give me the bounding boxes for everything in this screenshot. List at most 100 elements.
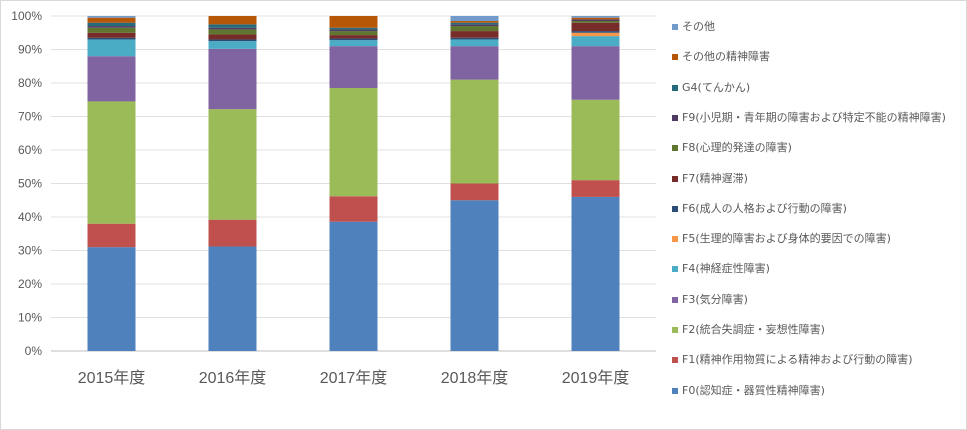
y-tick-label: 30% <box>18 244 42 258</box>
x-tick-label: 2017年度 <box>320 369 388 387</box>
bar-segment <box>87 26 136 28</box>
y-tick-label: 60% <box>18 143 42 157</box>
bar-segment <box>450 200 499 351</box>
bar-segment <box>208 41 257 49</box>
legend-label: F1(精神作用物質による精神および行動の障害) <box>682 353 913 367</box>
bar-segment <box>87 39 136 57</box>
bar-segment <box>450 39 499 47</box>
bar-segment <box>571 32 620 37</box>
y-tick-label: 80% <box>18 76 42 90</box>
bar-segment <box>571 99 620 181</box>
bar-segment <box>208 29 257 35</box>
legend-swatch <box>672 114 678 121</box>
legend-label: F0(認知症・器質性精神障害) <box>682 383 825 397</box>
bar-segment <box>208 27 257 30</box>
legend-swatch <box>672 84 678 91</box>
legend-label: その他の精神障害 <box>682 50 770 64</box>
bar-segment <box>571 17 620 20</box>
bar-segment <box>571 19 620 22</box>
bar-segment <box>329 29 378 32</box>
bar-segment <box>450 37 499 40</box>
bar-segment <box>571 196 620 351</box>
bar-segment <box>450 46 499 80</box>
y-tick-label: 40% <box>18 210 42 224</box>
bar-segment <box>87 247 136 351</box>
bar-segment <box>208 24 257 28</box>
legend-swatch <box>672 145 678 152</box>
bar-segment <box>329 31 378 36</box>
legend-swatch <box>672 266 678 273</box>
bar-segment <box>571 36 620 47</box>
y-tick-label: 70% <box>18 110 42 124</box>
y-tick-label: 10% <box>18 311 42 325</box>
y-tick-label: 100% <box>11 9 42 23</box>
x-tick-label: 2018年度 <box>441 369 509 387</box>
legend-swatch <box>672 327 678 333</box>
legend-label: F3(気分障害) <box>682 292 748 306</box>
bar-segment <box>329 16 378 28</box>
stacked-bar-chart: 0% 10% 20% 30% 40% 50% 60% 70% 80% 90% 100% 2015年度… <box>11 9 656 387</box>
y-tick-label: 20% <box>18 277 42 291</box>
legend-swatch <box>672 387 678 394</box>
legend-swatch <box>672 236 678 243</box>
bar-segment <box>450 183 499 201</box>
bar-segment <box>571 22 620 32</box>
bar-segment <box>571 46 620 100</box>
bar-segment <box>87 17 136 23</box>
legend-swatch <box>672 24 678 30</box>
bar-segment <box>208 246 257 351</box>
bar-segment <box>571 31 620 33</box>
legend-swatch <box>672 357 678 364</box>
bar-segment <box>329 27 378 30</box>
bar-segment <box>208 109 257 220</box>
bar-segment <box>450 21 499 23</box>
legend-label: F9(小児期・青年期の障害および特定不能の精神障害) <box>682 110 946 124</box>
bar-segment <box>329 35 378 39</box>
x-axis: 2015年度 2016年度 2017年度 2018年度 2019年度 <box>78 369 630 387</box>
bar-segment <box>208 34 257 40</box>
bar-segment <box>208 48 257 110</box>
bar-segment <box>87 56 136 102</box>
bar-segment <box>450 26 499 32</box>
bar-segment <box>571 21 620 23</box>
legend-swatch <box>672 296 678 303</box>
bar-segment <box>87 223 136 248</box>
bar-segment <box>87 32 136 38</box>
bar-segment <box>450 31 499 38</box>
bar-segment <box>87 37 136 40</box>
bar-segment <box>450 22 499 25</box>
legend-label: F8(心理的発達の障害) <box>682 141 792 155</box>
bars <box>87 16 620 351</box>
legend-label: F5(生理的障害および身体的要因での障害) <box>682 232 891 246</box>
legend-label: その他 <box>682 20 715 33</box>
bar-segment <box>329 88 378 197</box>
bar-segment <box>87 22 136 27</box>
bar-segment <box>87 16 136 18</box>
bar-segment <box>450 24 499 27</box>
legend-swatch <box>672 54 678 61</box>
bar-segment <box>329 38 378 41</box>
x-tick-label: 2015年度 <box>78 369 146 387</box>
bar-segment <box>208 219 257 247</box>
legend-label: F2(統合失調症・妄想性障害) <box>682 323 825 336</box>
bar-segment <box>329 40 378 47</box>
legend-swatch <box>672 205 678 212</box>
bar-segment <box>87 27 136 33</box>
y-axis: 0% 10% 20% 30% 40% 50% 60% 70% 80% 90% 100% <box>11 9 42 358</box>
legend-swatch <box>672 175 678 182</box>
legend-label: F6(成人の人格および行動の障害) <box>682 201 847 215</box>
bar-segment <box>450 79 499 184</box>
bar-segment <box>571 180 620 197</box>
bar-segment <box>329 221 378 351</box>
legend-label: F7(精神遅滞) <box>682 171 748 185</box>
y-tick-label: 50% <box>18 177 42 191</box>
bar-segment <box>329 46 378 89</box>
y-tick-label: 0% <box>25 344 43 358</box>
bar-segment <box>208 39 257 42</box>
legend-label: G4(てんかん) <box>682 80 751 94</box>
bar-segment <box>571 16 620 18</box>
x-tick-label: 2016年度 <box>199 369 267 387</box>
bar-segment <box>329 196 378 222</box>
legend-label: F4(神経症性障害) <box>682 262 770 276</box>
